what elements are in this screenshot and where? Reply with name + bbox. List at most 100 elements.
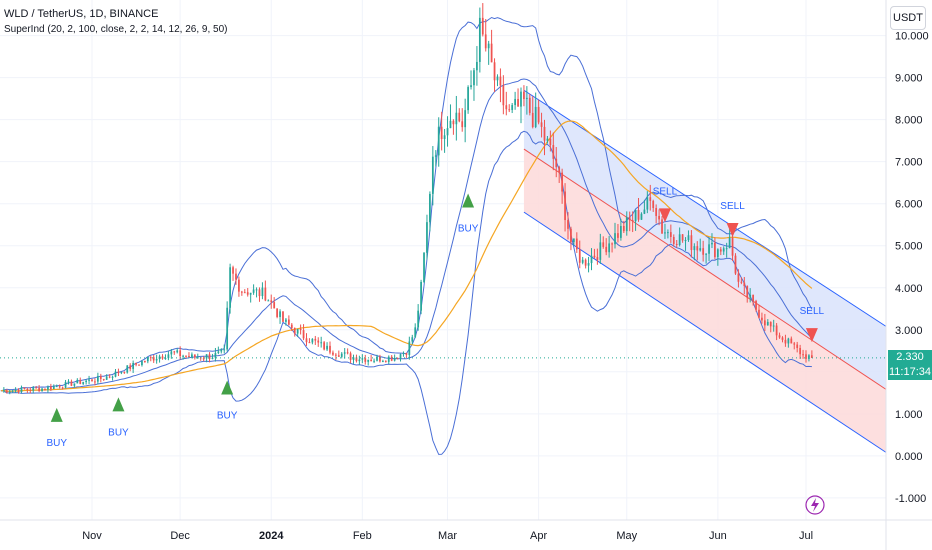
candle-body (590, 255, 593, 264)
candle-body (752, 294, 754, 301)
candle-body (484, 34, 487, 49)
channel-middle-line (523, 148, 887, 390)
candle-body (520, 91, 522, 107)
time-tick-label: Feb (353, 530, 372, 542)
candle-body (38, 388, 40, 392)
candle-body (334, 354, 337, 356)
candle-body (702, 248, 705, 255)
candle-body (628, 217, 631, 221)
candle-body (208, 354, 211, 359)
candle-body (690, 235, 693, 251)
candle-body (70, 381, 73, 386)
sell-signal-label: SELL (720, 201, 745, 212)
candle-body (67, 381, 70, 383)
candle-body (346, 352, 349, 354)
candle-body (232, 267, 234, 274)
candle-body (746, 286, 749, 298)
candle-body (320, 342, 323, 344)
candle-body (640, 213, 643, 220)
sell-signal-arrow (805, 328, 818, 343)
candle-body (217, 351, 220, 353)
candle-body (64, 382, 67, 388)
candle-body (531, 112, 534, 128)
price-tick-label: 4.000 (895, 283, 923, 295)
candle-body (223, 349, 226, 351)
candle-body (99, 376, 102, 379)
candle-body (191, 354, 193, 357)
time-tick-label: Mar (438, 530, 457, 542)
candle-body (243, 292, 246, 294)
candle-body (402, 353, 405, 355)
buy-signal-label: BUY (46, 438, 67, 449)
candle-body (167, 354, 170, 359)
candle-body (55, 386, 58, 388)
current-price-badge: 2.330 11:17:34 (888, 349, 932, 380)
candle-body (493, 62, 496, 81)
candle-body (126, 365, 129, 373)
candle-body (766, 321, 769, 326)
candle-body (343, 352, 346, 354)
candle-body (775, 325, 778, 336)
candle-body (749, 294, 752, 298)
channel-upper-zone (523, 90, 886, 390)
candle-body (405, 353, 408, 355)
buy-signal-label: BUY (217, 411, 238, 422)
candle-body (443, 135, 446, 140)
candle-body (173, 351, 176, 353)
candle-body (149, 357, 152, 359)
candle-body (47, 386, 49, 390)
candle-body (523, 91, 525, 100)
candle-body (793, 343, 796, 345)
candle-body (575, 238, 578, 250)
buy-signal-arrow (462, 193, 475, 208)
candle-body (220, 349, 223, 352)
buy-signal-label: BUY (458, 224, 479, 235)
candle-body (599, 242, 602, 260)
candle-body (41, 388, 43, 392)
candle-body (534, 106, 537, 128)
candle-body (787, 338, 790, 344)
candle-body (537, 106, 540, 123)
candle-body (393, 357, 396, 361)
moving-average-line (0, 120, 813, 392)
candle-body (52, 386, 55, 389)
currency-unit-button[interactable]: USDT (890, 6, 926, 30)
candle-body (94, 381, 96, 383)
candle-body (311, 338, 314, 343)
candle-body (302, 330, 305, 339)
candle-body (305, 338, 308, 343)
candle-body (737, 273, 740, 282)
candle-body (810, 355, 813, 358)
candle-body (464, 110, 467, 128)
candle-body (26, 389, 29, 391)
sell-signal-arrow (658, 208, 671, 223)
candle-body (558, 167, 561, 173)
candle-body (708, 244, 710, 254)
candle-body (144, 361, 146, 363)
price-tick-label: 5.000 (895, 241, 923, 253)
candle-body (367, 359, 370, 362)
candle-body (631, 220, 634, 222)
candle-body (658, 215, 660, 220)
candle-body (261, 287, 264, 297)
candle-body (23, 387, 26, 390)
candle-body (675, 243, 678, 246)
candle-body (349, 353, 352, 360)
candle-body (661, 219, 663, 234)
candle-body (758, 309, 760, 318)
candle-body (358, 359, 361, 362)
candle-body (693, 246, 696, 251)
candle-body (17, 389, 20, 393)
candle-body (434, 155, 437, 157)
time-tick-label: Jun (709, 530, 727, 542)
candle-body (549, 138, 552, 146)
candle-body (108, 376, 111, 378)
candle-body (672, 236, 675, 244)
candle-body (308, 342, 311, 344)
candle-body (205, 354, 208, 359)
candle-body (740, 281, 743, 283)
candle-body (326, 345, 328, 350)
candle-body (5, 390, 8, 393)
candle-body (528, 97, 531, 113)
